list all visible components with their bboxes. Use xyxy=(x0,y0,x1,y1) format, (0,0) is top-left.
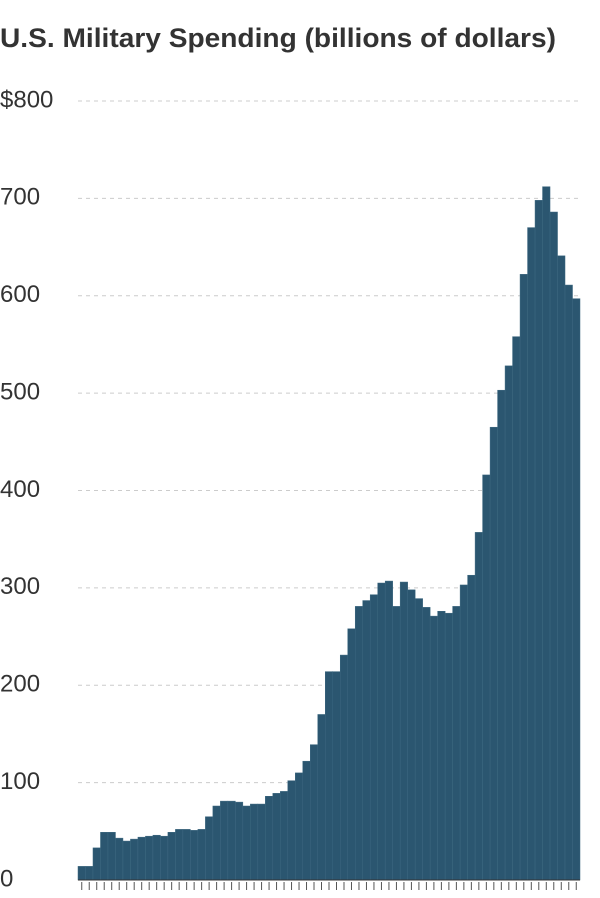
bar xyxy=(384,580,393,881)
bar xyxy=(519,274,528,881)
bar xyxy=(392,606,401,881)
bar xyxy=(220,800,229,881)
bar xyxy=(160,835,169,881)
bar xyxy=(77,866,86,881)
chart-title: U.S. Military Spending (billions of doll… xyxy=(0,23,556,53)
y-tick-label: 400 xyxy=(0,476,40,503)
bar xyxy=(310,744,319,881)
bar xyxy=(332,671,341,881)
bar xyxy=(152,834,161,881)
bar xyxy=(92,847,101,881)
bar xyxy=(197,829,206,881)
bar xyxy=(347,628,356,881)
y-tick-label: 300 xyxy=(0,573,40,600)
bar xyxy=(145,835,154,881)
bar xyxy=(572,298,581,881)
y-tick-label: $800 xyxy=(0,86,53,113)
bar xyxy=(339,654,348,881)
bar xyxy=(115,837,124,881)
bar xyxy=(137,836,146,881)
bar xyxy=(100,832,109,881)
bar xyxy=(242,805,251,881)
bar xyxy=(175,829,184,881)
bar xyxy=(459,584,468,881)
bar xyxy=(325,671,333,881)
bar xyxy=(512,336,521,881)
bar xyxy=(295,772,304,881)
bar xyxy=(205,816,214,881)
bar xyxy=(354,606,363,881)
bar xyxy=(377,582,386,881)
y-tick-label: 600 xyxy=(0,281,40,308)
bar xyxy=(399,581,408,881)
bar xyxy=(422,607,431,881)
bar xyxy=(557,255,566,881)
bar xyxy=(265,796,274,881)
bar xyxy=(122,840,131,881)
bar xyxy=(302,760,311,881)
bar xyxy=(549,211,558,881)
bar xyxy=(527,227,536,881)
bar xyxy=(452,606,461,881)
bar xyxy=(317,714,326,881)
y-tick-label: 500 xyxy=(0,378,40,405)
bar xyxy=(272,793,281,881)
bar xyxy=(167,832,176,881)
bar xyxy=(542,186,551,881)
y-tick-label: 200 xyxy=(0,671,40,698)
bar xyxy=(489,426,498,881)
bar xyxy=(407,589,416,881)
bar xyxy=(130,838,139,881)
bar xyxy=(182,829,191,881)
y-tick-label: 0 xyxy=(0,865,13,892)
bar xyxy=(534,200,543,881)
bar xyxy=(504,365,513,881)
bar xyxy=(85,866,94,881)
bar xyxy=(497,389,506,881)
bar xyxy=(190,830,199,881)
bar xyxy=(369,594,378,881)
bar xyxy=(227,800,236,881)
bar xyxy=(482,474,491,881)
bar xyxy=(257,803,266,881)
bar xyxy=(429,615,438,881)
bar xyxy=(235,801,244,881)
bar xyxy=(444,612,453,881)
bar xyxy=(467,574,476,881)
bar xyxy=(437,610,446,881)
bar xyxy=(362,600,371,881)
y-tick-label: 100 xyxy=(0,768,40,795)
bar xyxy=(107,832,116,881)
bar xyxy=(474,532,483,881)
bar xyxy=(564,284,573,881)
bar xyxy=(212,805,221,881)
bar xyxy=(250,803,259,881)
bar xyxy=(414,598,423,881)
bar xyxy=(287,780,296,881)
bar xyxy=(280,791,289,881)
y-tick-label: 700 xyxy=(0,184,40,211)
